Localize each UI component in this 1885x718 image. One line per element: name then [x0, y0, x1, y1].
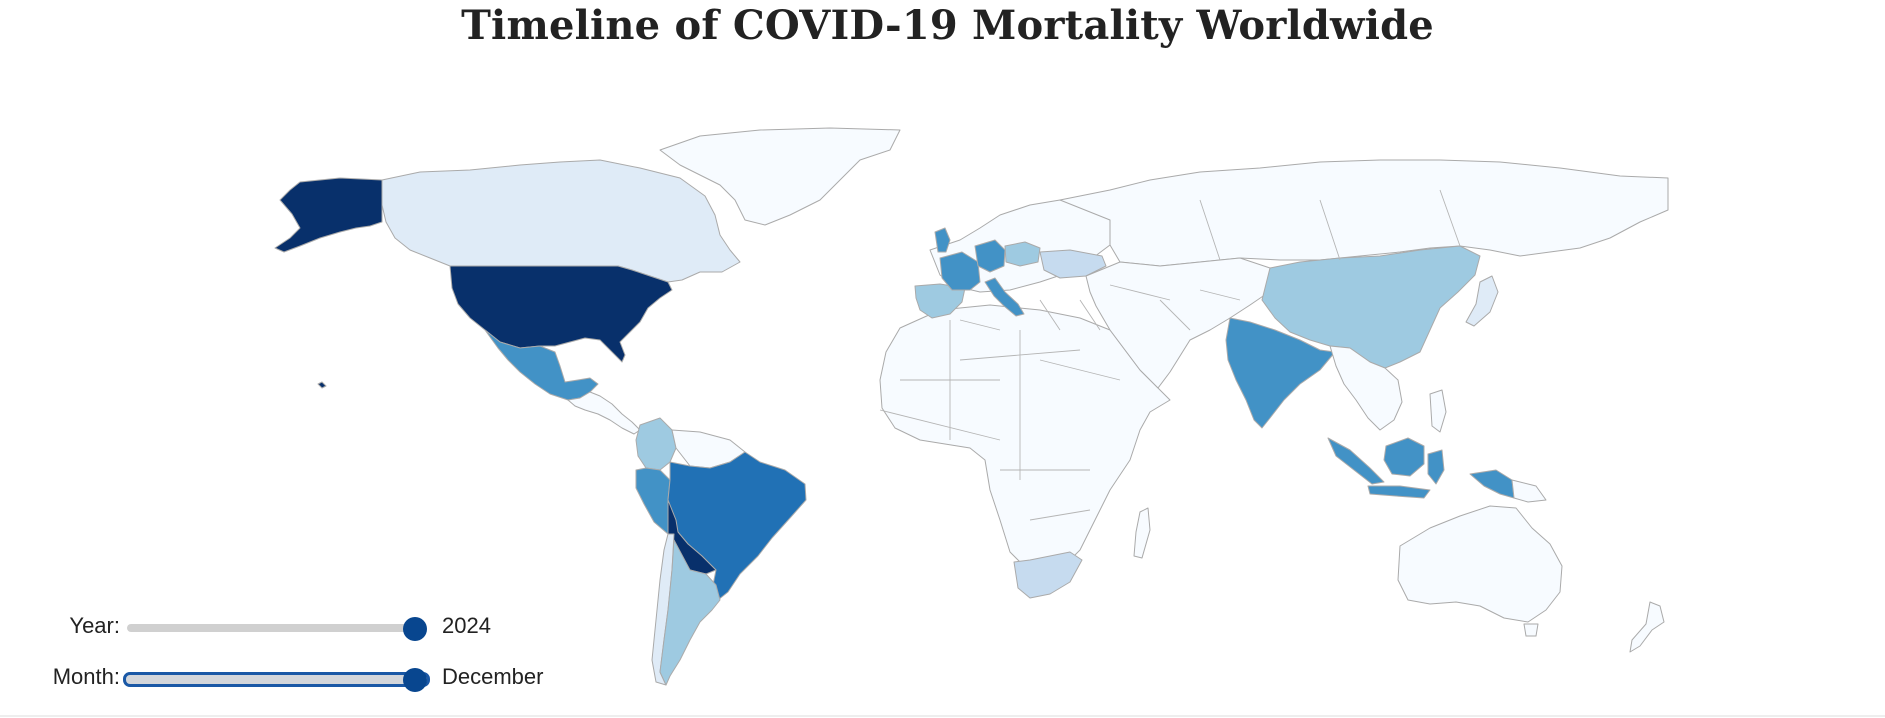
country-canada: Canada [381, 159, 741, 283]
country-italy: Italy [984, 277, 1025, 317]
year-slider-thumb[interactable] [403, 617, 427, 641]
country-france: France [939, 251, 981, 291]
internal-borders [879, 189, 1461, 521]
country-indonesia-papua: Indonesia [1469, 469, 1515, 499]
country-united-states: United States [449, 265, 673, 363]
region-tasmania: Australia [1523, 623, 1539, 637]
year-value: 2024 [442, 613, 491, 638]
country-indonesia-java: Indonesia [1367, 485, 1431, 499]
country-alaska: Alaska (United States) [274, 177, 383, 253]
region-central-america: Africa (other) [567, 391, 641, 435]
month-value: December [442, 664, 544, 689]
land-layer: Greenland Canada Alaska (United States) … [274, 127, 1669, 686]
country-poland: Poland [1004, 241, 1041, 267]
country-japan: Japan [1465, 275, 1499, 327]
country-indonesia-sumatra: Indonesia [1327, 437, 1385, 485]
country-india: India [1225, 317, 1336, 429]
country-china: China [1261, 245, 1481, 369]
region-africa: Africa (other) [879, 304, 1171, 573]
region-southeast-asia: Africa (other) [1329, 345, 1403, 431]
region-papua-new-guinea: Africa (other) [1511, 479, 1547, 503]
chart-title: Timeline of COVID-19 Mortality Worldwide [461, 2, 1434, 49]
country-colombia: Colombia [635, 417, 677, 471]
region-philippines: Africa (other) [1429, 389, 1447, 433]
country-germany: Germany [974, 239, 1006, 273]
country-ukraine: Ukraine [1039, 249, 1107, 279]
region-new-zealand: Africa (other) [1629, 601, 1665, 653]
region-hawaii: United States [317, 381, 327, 389]
country-russia: Russia [1059, 159, 1669, 267]
region-madagascar: Africa (other) [1133, 507, 1151, 559]
country-argentina: Argentina [659, 539, 721, 686]
country-south-africa: South Africa [1013, 551, 1083, 599]
country-australia: Australia [1397, 505, 1563, 623]
month-slider-track[interactable] [123, 672, 430, 687]
year-slider-track[interactable] [127, 624, 424, 632]
month-label: Month: [52, 664, 120, 689]
country-indonesia-sulawesi: Indonesia [1427, 449, 1445, 485]
page-bottom-rule [0, 715, 1885, 717]
country-indonesia-borneo: Indonesia [1383, 437, 1425, 477]
country-united-kingdom: United Kingdom [934, 227, 951, 253]
country-greenland: Greenland [659, 127, 901, 226]
month-slider-thumb[interactable] [403, 668, 427, 692]
year-label: Year: [69, 613, 120, 638]
country-mexico: Mexico [484, 329, 599, 401]
